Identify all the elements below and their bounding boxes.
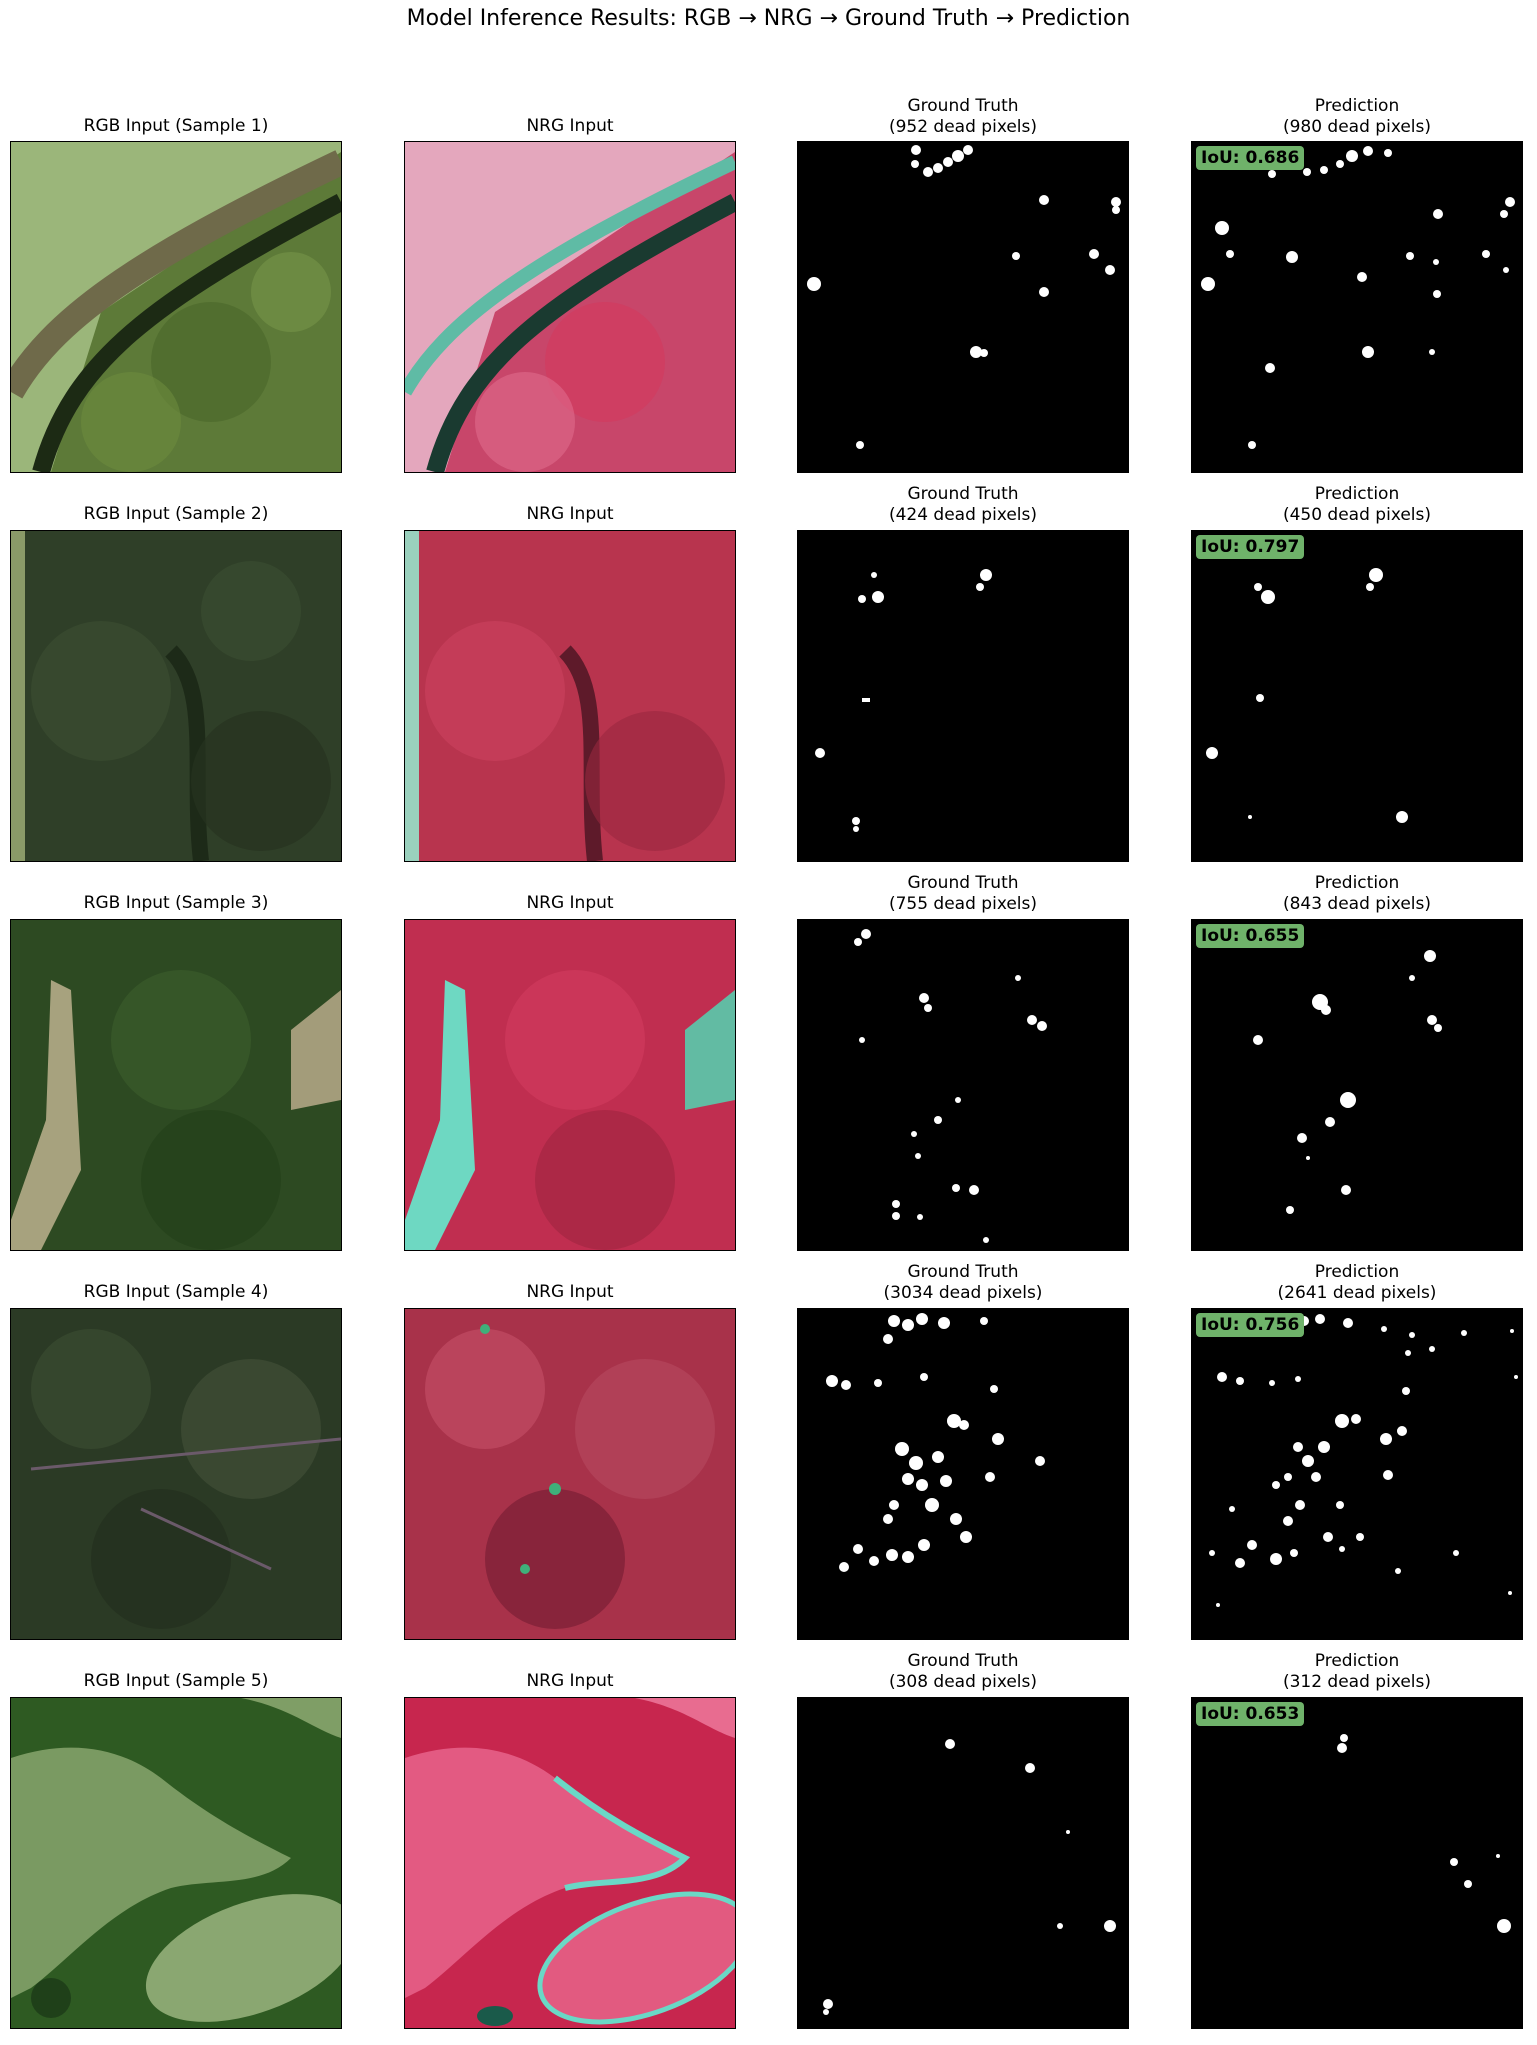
rgb-title-2: RGB Input (Sample 2) (83, 504, 269, 524)
nrg-image-4 (404, 1308, 736, 1640)
iou-badge-3: IoU: 0.655 (1196, 924, 1305, 948)
prediction-mask-5: IoU: 0.653 (1191, 1697, 1523, 2029)
iou-badge-4: IoU: 0.756 (1196, 1313, 1305, 1337)
rgb-title-5: RGB Input (Sample 5) (83, 1671, 269, 1691)
rgb-title-4: RGB Input (Sample 4) (83, 1282, 269, 1302)
pred-title-2: Prediction (450 dead pixels) (1282, 484, 1432, 525)
figure-title: Model Inference Results: RGB → NRG → Gro… (406, 6, 1131, 31)
prediction-mask-3: IoU: 0.655 (1191, 919, 1523, 1251)
gt-title-1: Ground Truth (952 dead pixels) (888, 96, 1038, 137)
nrg-title-1: NRG Input (526, 116, 614, 136)
prediction-mask-2: IoU: 0.797 (1191, 530, 1523, 862)
ground-truth-mask-4 (797, 1308, 1129, 1640)
gt-title-3: Ground Truth (755 dead pixels) (888, 873, 1038, 914)
gt-title-4: Ground Truth (3034 dead pixels) (883, 1262, 1043, 1303)
ground-truth-mask-3 (797, 919, 1129, 1251)
nrg-image-2 (404, 530, 736, 862)
gt-title-5: Ground Truth (308 dead pixels) (888, 1651, 1038, 1692)
iou-badge-5: IoU: 0.653 (1196, 1702, 1305, 1726)
nrg-title-3: NRG Input (526, 893, 614, 913)
rgb-image-4 (10, 1308, 342, 1640)
rgb-title-3: RGB Input (Sample 3) (83, 893, 269, 913)
gt-title-2: Ground Truth (424 dead pixels) (888, 484, 1038, 525)
nrg-title-4: NRG Input (526, 1282, 614, 1302)
pred-title-1: Prediction (980 dead pixels) (1282, 96, 1432, 137)
iou-badge-2: IoU: 0.797 (1196, 535, 1305, 559)
nrg-image-3 (404, 919, 736, 1251)
rgb-image-2 (10, 530, 342, 862)
prediction-mask-4: IoU: 0.756 (1191, 1308, 1523, 1640)
rgb-image-1 (10, 141, 342, 473)
rgb-title-1: RGB Input (Sample 1) (83, 116, 269, 136)
rgb-image-3 (10, 919, 342, 1251)
pred-title-4: Prediction (2641 dead pixels) (1277, 1262, 1437, 1303)
pred-title-5: Prediction (312 dead pixels) (1282, 1651, 1432, 1692)
ground-truth-mask-2 (797, 530, 1129, 862)
nrg-image-1 (404, 141, 736, 473)
ground-truth-mask-1 (797, 141, 1129, 473)
iou-badge-1: IoU: 0.686 (1196, 146, 1305, 170)
nrg-image-5 (404, 1697, 736, 2029)
prediction-mask-1: IoU: 0.686 (1191, 141, 1523, 473)
nrg-title-5: NRG Input (526, 1671, 614, 1691)
pred-title-3: Prediction (843 dead pixels) (1282, 873, 1432, 914)
ground-truth-mask-5 (797, 1697, 1129, 2029)
nrg-title-2: NRG Input (526, 504, 614, 524)
rgb-image-5 (10, 1697, 342, 2029)
